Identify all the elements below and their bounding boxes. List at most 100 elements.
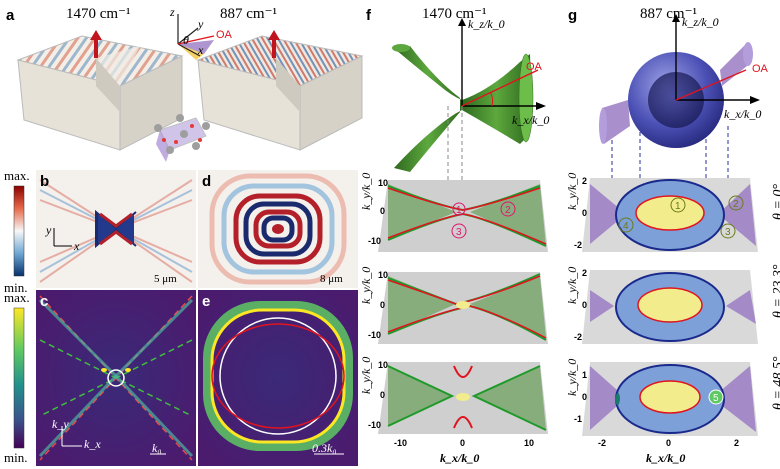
circ-f-3: 3 bbox=[456, 227, 462, 238]
colorbar-top-max: max. bbox=[4, 168, 30, 183]
theta-label: θ bbox=[183, 33, 189, 47]
axis-ky-c: k_y bbox=[52, 417, 69, 431]
panel-d-label: d bbox=[202, 173, 211, 190]
f-xtick-0: -10 bbox=[394, 438, 407, 448]
scalebar-c: k₀ bbox=[152, 441, 162, 455]
g-xtick-2: 2 bbox=[734, 438, 739, 448]
circ-g-3: 3 bbox=[725, 227, 731, 238]
f-slice-1: 1 2 3 10 0 -10 k_y/k_0 bbox=[359, 173, 548, 252]
colorbar-top: max. min. bbox=[4, 168, 30, 295]
g3-ybot: -1 bbox=[574, 414, 582, 424]
g2-yzero: 0 bbox=[582, 300, 587, 310]
circled-numbers-f: 1 2 3 bbox=[451, 201, 516, 239]
f3-ytop: 10 bbox=[378, 360, 388, 370]
circ-g-1: 1 bbox=[675, 201, 681, 212]
ky-label-f1: k_y/k_0 bbox=[359, 173, 373, 210]
panel-a: a 1470 cm⁻¹ 887 cm⁻¹ bbox=[6, 5, 364, 162]
ky-label-f3: k_y/k_0 bbox=[359, 357, 373, 394]
freq-label-g: 887 cm⁻¹ bbox=[640, 6, 697, 22]
kx-label-f: k_x/k_0 bbox=[512, 113, 549, 127]
axis-y-b: y bbox=[45, 223, 52, 237]
panel-e-label: e bbox=[202, 293, 210, 310]
axis-z-label: z bbox=[169, 5, 175, 19]
freq-label-left: 1470 cm⁻¹ bbox=[66, 6, 131, 22]
hyperboloid-3d: k_z/k_0 k_x/k_0 OA bbox=[392, 17, 549, 200]
colorbar-bottom-min: min. bbox=[4, 450, 27, 465]
oa-label: OA bbox=[216, 29, 233, 41]
kx-axis-g: k_x/k_0 bbox=[646, 451, 685, 465]
theta0-label: θ = 0° bbox=[771, 184, 780, 220]
panel-b: b y x 5 μm bbox=[36, 170, 196, 288]
crystal-inset bbox=[154, 114, 210, 162]
ky-label-g3: k_y/k_0 bbox=[565, 359, 579, 396]
kx-axis-f: k_x/k_0 bbox=[440, 451, 479, 465]
coordinate-triad: z y x θ OA bbox=[169, 5, 233, 60]
g1-ytop: 2 bbox=[582, 176, 587, 186]
oa-label-f: OA bbox=[526, 61, 543, 73]
colorbar-bottom-max: max. bbox=[4, 290, 30, 305]
f3-yzero: 0 bbox=[380, 390, 385, 400]
panel-f: f 1470 cm⁻¹ k_z/k_0 k_x/k_0 OA bbox=[359, 6, 549, 465]
f1-yzero: 0 bbox=[380, 206, 385, 216]
axis-x-b: x bbox=[73, 239, 80, 253]
f-slice-3: 10 0 -10 k_y/k_0 bbox=[359, 357, 548, 434]
g-slice-2: 2 0 -2 k_y/k_0 θ = 23.3° bbox=[565, 264, 780, 344]
colorbar-bottom: max. min. bbox=[4, 290, 30, 465]
theta1-label: θ = 23.3° bbox=[771, 264, 780, 318]
g1-ybot: -2 bbox=[574, 240, 582, 250]
g3-yzero: 0 bbox=[582, 392, 587, 402]
kx-label-g: k_x/k_0 bbox=[724, 107, 761, 121]
circled-numbers-g: 1 2 3 4 bbox=[618, 195, 744, 239]
oa-label-g: OA bbox=[752, 63, 769, 75]
g-slice-1: 1 2 3 4 2 0 -2 k_y/k_0 θ = 0° bbox=[565, 173, 780, 252]
g3-ytop: 1 bbox=[582, 370, 587, 380]
panel-d: d 8 μm bbox=[198, 170, 358, 288]
circ-g-5: 5 bbox=[713, 393, 719, 404]
panel-e: e 0.3k₀ bbox=[198, 290, 358, 466]
circ-f-1: 1 bbox=[456, 205, 462, 216]
kz-label-f: k_z/k_0 bbox=[468, 17, 505, 31]
panel-g-label: g bbox=[568, 7, 577, 24]
panel-c-label: c bbox=[40, 293, 48, 310]
ky-label-g2: k_y/k_0 bbox=[565, 267, 579, 304]
scalebar-e: 0.3k₀ bbox=[312, 441, 337, 455]
f2-ytop: 10 bbox=[378, 270, 388, 280]
f-slice-2: 10 0 -10 k_y/k_0 bbox=[359, 267, 548, 344]
axis-y-label: y bbox=[197, 17, 204, 31]
g-xtick-1: 0 bbox=[666, 438, 671, 448]
scalebar-b: 5 μm bbox=[154, 273, 177, 285]
axis-kx-c: k_x bbox=[84, 437, 101, 451]
f1-ytop: 10 bbox=[378, 178, 388, 188]
panel-f-label: f bbox=[366, 7, 372, 24]
f2-ybot: -10 bbox=[368, 330, 381, 340]
theta2-label: θ = 48.5° bbox=[771, 356, 780, 410]
circ-g-2: 2 bbox=[733, 199, 739, 210]
sphere-3d: k_z/k_0 k_x/k_0 OA bbox=[599, 14, 769, 178]
cube-right bbox=[196, 30, 364, 151]
panel-c: c k_y k_x k₀ bbox=[36, 290, 196, 466]
cube-left bbox=[16, 30, 184, 151]
ky-label-f2: k_y/k_0 bbox=[359, 267, 373, 304]
freq-label-f: 1470 cm⁻¹ bbox=[422, 6, 487, 22]
scalebar-d: 8 μm bbox=[320, 273, 343, 285]
panel-a-label: a bbox=[6, 7, 15, 24]
axis-x-label: x bbox=[197, 43, 204, 57]
ky-label-g1: k_y/k_0 bbox=[565, 173, 579, 210]
f2-yzero: 0 bbox=[380, 300, 385, 310]
panel-g: g 887 cm⁻¹ k_z/k_0 k_x/k_0 OA bbox=[565, 6, 780, 465]
g1-yzero: 0 bbox=[582, 208, 587, 218]
freq-label-mid: 887 cm⁻¹ bbox=[220, 6, 277, 22]
kz-label-g: k_z/k_0 bbox=[682, 15, 719, 29]
g-slice-3: 5 1 0 -1 k_y/k_0 θ = 48.5° bbox=[565, 356, 780, 436]
g2-ytop: 2 bbox=[582, 268, 587, 278]
g2-ybot: -2 bbox=[574, 332, 582, 342]
circ-g-4: 4 bbox=[623, 221, 629, 232]
k-axes-c bbox=[61, 426, 82, 447]
circ-f-2: 2 bbox=[505, 205, 511, 216]
g-xtick-0: -2 bbox=[598, 438, 606, 448]
f-xtick-2: 10 bbox=[524, 438, 534, 448]
xy-axes-b bbox=[53, 228, 72, 247]
f3-ybot: -10 bbox=[368, 420, 381, 430]
f-xtick-1: 0 bbox=[460, 438, 465, 448]
